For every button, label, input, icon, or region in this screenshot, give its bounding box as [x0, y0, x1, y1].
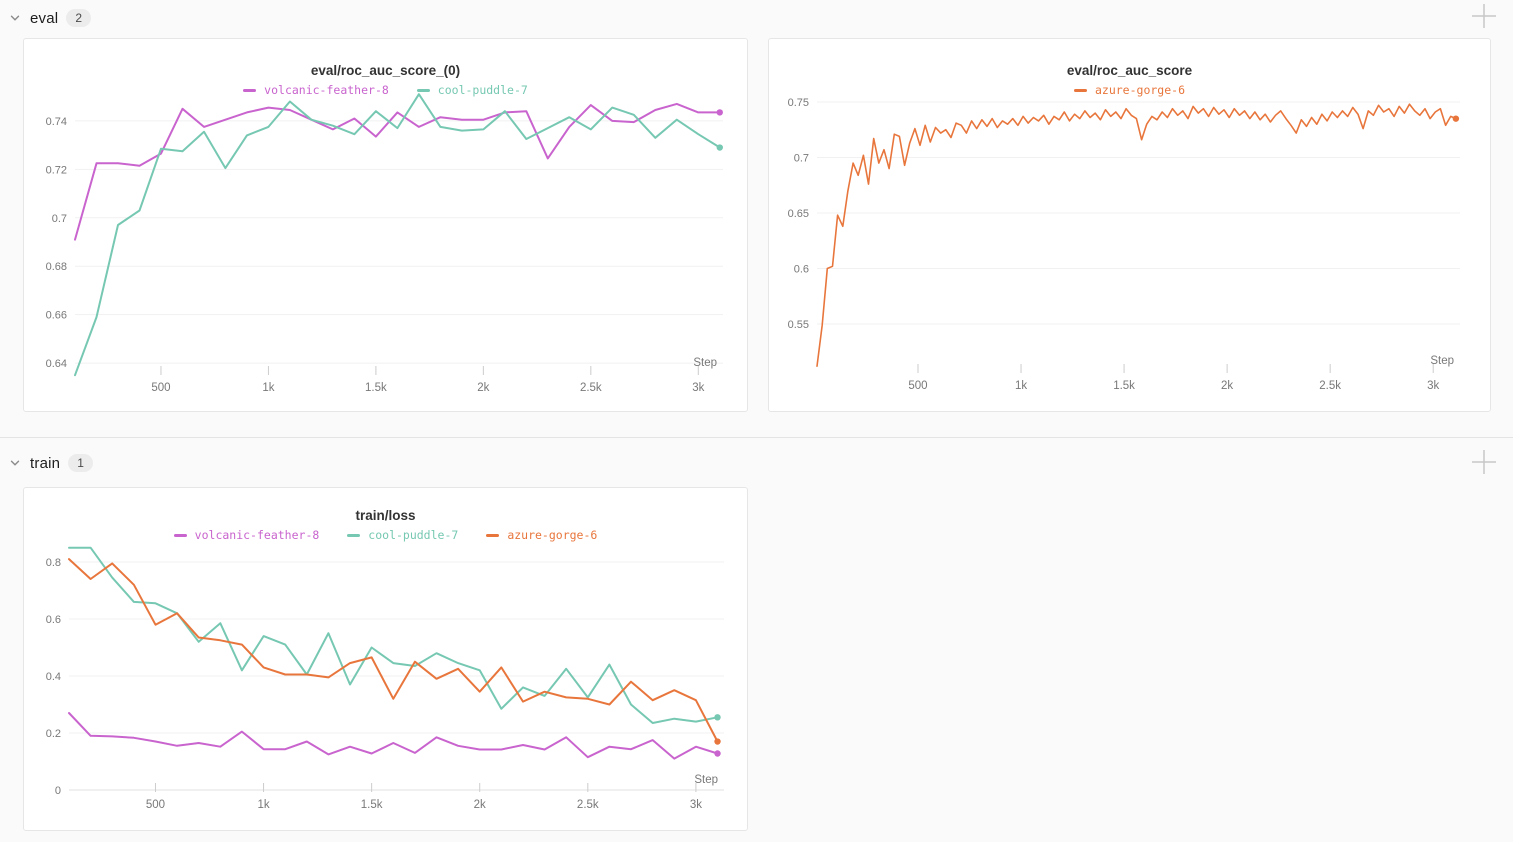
- line-series-volcanic-feather-8: [74, 102, 721, 241]
- section-header-train: train 1: [8, 451, 93, 475]
- legend-swatch: [416, 88, 430, 92]
- line-chart-train-loss: 0 0.2 0.4 0.6 0.8 500 1k 1.5k 2k 2.5k 3k Step: [46, 546, 724, 811]
- y-axis-tick-label: 0.55: [788, 319, 809, 331]
- chart-title: eval/roc_auc_score: [1066, 63, 1193, 78]
- end-point-cool-puddle-7: [714, 714, 721, 721]
- legend-swatch: [173, 533, 187, 537]
- gridlines: [75, 120, 723, 364]
- x-axis-tick-label: 3k: [692, 382, 704, 394]
- x-axis: 500 1k 1.5k 2k 2.5k 3k: [146, 783, 702, 811]
- legend-item-azure-gorge-6[interactable]: azure-gorge-6: [486, 528, 597, 542]
- end-point-volcanic-feather-8: [714, 750, 721, 757]
- x-axis-tick-label: 500: [151, 382, 170, 394]
- chevron-down-icon[interactable]: [8, 11, 22, 25]
- chart-legend: azure-gorge-6: [769, 83, 1490, 97]
- gridlines: [817, 101, 1460, 325]
- y-axis-tick-label: 0.4: [46, 671, 61, 683]
- chevron-down-icon[interactable]: [8, 456, 22, 470]
- legend-item-azure-gorge-6[interactable]: azure-gorge-6: [1073, 83, 1185, 97]
- add-panel-button-train[interactable]: [1469, 447, 1499, 482]
- end-point-volcanic-feather-8: [716, 109, 723, 116]
- y-axis-tick-label: 0.75: [788, 97, 809, 109]
- x-axis-tick-label: 1.5k: [1113, 380, 1135, 392]
- y-axis-tick-label: 0.72: [46, 164, 67, 176]
- y-axis-tick-label: 0.7: [794, 153, 809, 165]
- x-axis-tick-label: 2.5k: [577, 799, 599, 811]
- add-panel-button-eval[interactable]: [1469, 1, 1499, 36]
- y-axis-tick-label: 0.2: [46, 728, 61, 740]
- x-axis-tick-label: 2k: [474, 799, 486, 811]
- chart-panel-train-loss[interactable]: train/loss volcanic-feather-8 cool-puddle…: [23, 487, 748, 831]
- legend-item-cool-puddle-7[interactable]: cool-puddle-7: [347, 528, 458, 542]
- y-axis-tick-label: 0.6: [46, 614, 61, 626]
- x-axis-tick-label: 1.5k: [361, 799, 383, 811]
- chart-panel-eval-roc-auc-score[interactable]: eval/roc_auc_score azure-gorge-6 0.55 0.6…: [768, 38, 1491, 412]
- x-axis-tick-label: 3k: [690, 799, 702, 811]
- x-axis-tick-label: 2.5k: [1319, 380, 1341, 392]
- legend-swatch: [486, 533, 500, 537]
- legend-item-cool-puddle-7[interactable]: cool-puddle-7: [416, 83, 528, 97]
- chart-title: eval/roc_auc_score_(0): [310, 63, 461, 78]
- y-axis-tick-label: 0.6: [794, 264, 809, 276]
- y-axis-tick-label: 0.64: [46, 358, 67, 370]
- legend-item-volcanic-feather-8[interactable]: volcanic-feather-8: [173, 528, 320, 542]
- x-axis-tick-label: 1.5k: [365, 382, 387, 394]
- section-title-train: train: [30, 454, 61, 472]
- x-axis-tick-label: 1k: [257, 799, 269, 811]
- y-axis-tick-label: 0.8: [46, 557, 61, 569]
- x-axis-tick-label: 1k: [262, 382, 274, 394]
- line-series-cool-puddle-7: [74, 93, 721, 377]
- x-axis: 500 1k 1.5k 2k 2.5k 3k: [151, 366, 705, 394]
- x-axis: 500 1k 1.5k 2k 2.5k 3k: [908, 364, 1440, 392]
- y-axis-tick-label: 0.68: [46, 261, 67, 273]
- legend-swatch: [1073, 88, 1087, 92]
- section-divider: [0, 437, 1513, 438]
- x-axis-title: Step: [1430, 355, 1454, 367]
- chart-title: train/loss: [355, 508, 416, 523]
- end-point-cool-puddle-7: [716, 144, 723, 151]
- legend-run-name: azure-gorge-6: [507, 528, 598, 542]
- chart-legend: volcanic-feather-8 cool-puddle-7 azure-gor…: [24, 528, 747, 542]
- x-axis-tick-label: 500: [146, 799, 165, 811]
- end-point-azure-gorge-6: [1452, 115, 1460, 122]
- legend-swatch: [347, 533, 361, 537]
- line-series-volcanic-feather-8: [68, 712, 719, 760]
- line-series-azure-gorge-6: [816, 103, 1457, 368]
- line-chart-eval-roc-auc-score-0: 0.64 0.66 0.68 0.7 0.72 0.74 500 1k 1.5k 2k 2.5k 3k…: [46, 93, 723, 394]
- legend-swatch: [243, 88, 257, 92]
- chart-legend: volcanic-feather-8 cool-puddle-7: [24, 83, 747, 97]
- y-axis-tick-label: 0.74: [46, 116, 67, 128]
- x-axis-tick-label: 500: [908, 380, 927, 392]
- x-axis-title: Step: [694, 774, 718, 786]
- line-series-azure-gorge-6: [68, 558, 719, 743]
- legend-run-name: cool-puddle-7: [437, 83, 528, 97]
- legend-run-name: volcanic-feather-8: [264, 83, 389, 97]
- section-panel-count-eval: 2: [66, 9, 92, 27]
- chart-panel-eval-roc-auc-score-0[interactable]: eval/roc_auc_score_(0) volcanic-feather-…: [23, 38, 748, 412]
- legend-item-volcanic-feather-8[interactable]: volcanic-feather-8: [243, 83, 389, 97]
- section-title-eval: eval: [30, 9, 59, 27]
- end-point-azure-gorge-6: [714, 738, 721, 745]
- gridlines: [69, 561, 724, 791]
- x-axis-tick-label: 2.5k: [580, 382, 602, 394]
- x-axis-title: Step: [693, 357, 717, 369]
- x-axis-tick-label: 3k: [1427, 380, 1439, 392]
- y-axis-tick-label: 0.7: [52, 213, 67, 225]
- legend-run-name: volcanic-feather-8: [194, 528, 320, 542]
- y-axis-tick-label: 0.66: [46, 310, 67, 322]
- y-axis-tick-label: 0.65: [788, 208, 809, 220]
- x-axis-tick-label: 1k: [1015, 380, 1027, 392]
- section-header-eval: eval 2: [8, 6, 92, 30]
- line-chart-eval-roc-auc-score: 0.55 0.6 0.65 0.7 0.75 500 1k 1.5k 2k 2.5k 3k Step: [788, 97, 1460, 392]
- x-axis-tick-label: 2k: [1221, 380, 1233, 392]
- x-axis-tick-label: 2k: [477, 382, 489, 394]
- y-axis-tick-label: 0: [55, 785, 61, 797]
- legend-run-name: cool-puddle-7: [368, 528, 459, 542]
- legend-run-name: azure-gorge-6: [1094, 83, 1185, 97]
- section-panel-count-train: 1: [68, 454, 93, 472]
